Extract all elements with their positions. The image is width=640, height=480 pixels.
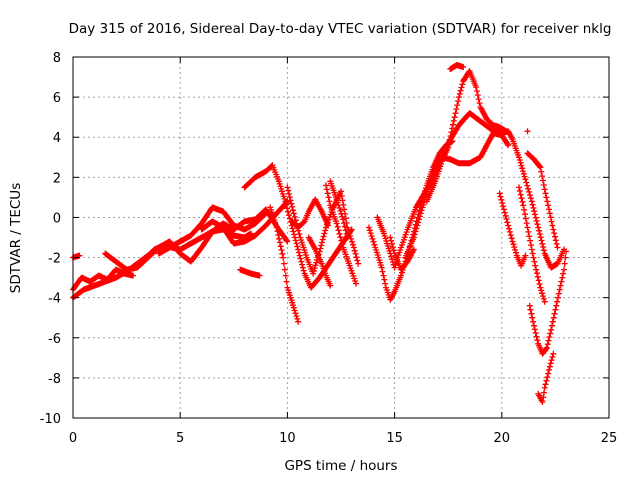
data-point-track xyxy=(267,204,302,325)
y-tick-label: -8 xyxy=(48,372,61,387)
data-point-track xyxy=(70,226,254,301)
data-point-track xyxy=(516,184,548,305)
data-point-track xyxy=(526,248,570,357)
data-point-track xyxy=(305,234,334,289)
y-tick-label: 2 xyxy=(53,171,61,186)
data-point-track xyxy=(447,62,467,72)
y-tick-label: 6 xyxy=(53,91,61,106)
y-tick-label: -10 xyxy=(40,412,61,427)
plot-frame xyxy=(72,56,610,419)
y-tick-label: 0 xyxy=(53,211,61,226)
x-tick-label: 10 xyxy=(279,431,296,446)
data-point-track xyxy=(535,350,557,405)
data-point-track xyxy=(402,130,512,261)
data-point-track xyxy=(423,68,510,205)
data-point-track xyxy=(241,162,355,291)
x-axis-label: GPS time / hours xyxy=(284,458,397,474)
x-tick-label: 25 xyxy=(601,431,618,446)
data-point-track xyxy=(237,266,263,279)
data-point-track xyxy=(155,204,269,257)
y-tick-label: 8 xyxy=(53,51,61,66)
data-point-track xyxy=(70,252,83,261)
y-tick-label: 4 xyxy=(53,131,61,146)
data-point-track xyxy=(284,184,362,277)
x-tick-label: 20 xyxy=(494,431,511,446)
data-point-track xyxy=(288,196,332,231)
x-tick-label: 5 xyxy=(176,431,184,446)
data-point-track xyxy=(524,128,531,135)
chart-title: Day 315 of 2016, Sidereal Day-to-day VTE… xyxy=(69,21,612,37)
x-tick-label: 0 xyxy=(69,431,77,446)
y-tick-label: -4 xyxy=(48,292,61,307)
data-points xyxy=(70,62,570,405)
data-point-track xyxy=(387,234,417,273)
x-tick-label: 15 xyxy=(386,431,403,446)
data-point-track xyxy=(374,110,567,271)
data-point-track xyxy=(496,190,529,269)
y-tick-label: -2 xyxy=(48,252,61,267)
data-point-track xyxy=(323,182,359,287)
y-axis-label: SDTVAR / TECUs xyxy=(8,183,24,293)
data-point-track xyxy=(102,206,291,273)
data-point-track xyxy=(524,150,561,251)
data-point-track xyxy=(327,178,351,241)
data-point-track xyxy=(198,198,291,247)
y-tick-label: -6 xyxy=(48,332,61,347)
axis-ticks: 0 5 10 15 20 25 -10 -8 -6 -4 -2 0 2 4 6 8 xyxy=(40,51,618,446)
